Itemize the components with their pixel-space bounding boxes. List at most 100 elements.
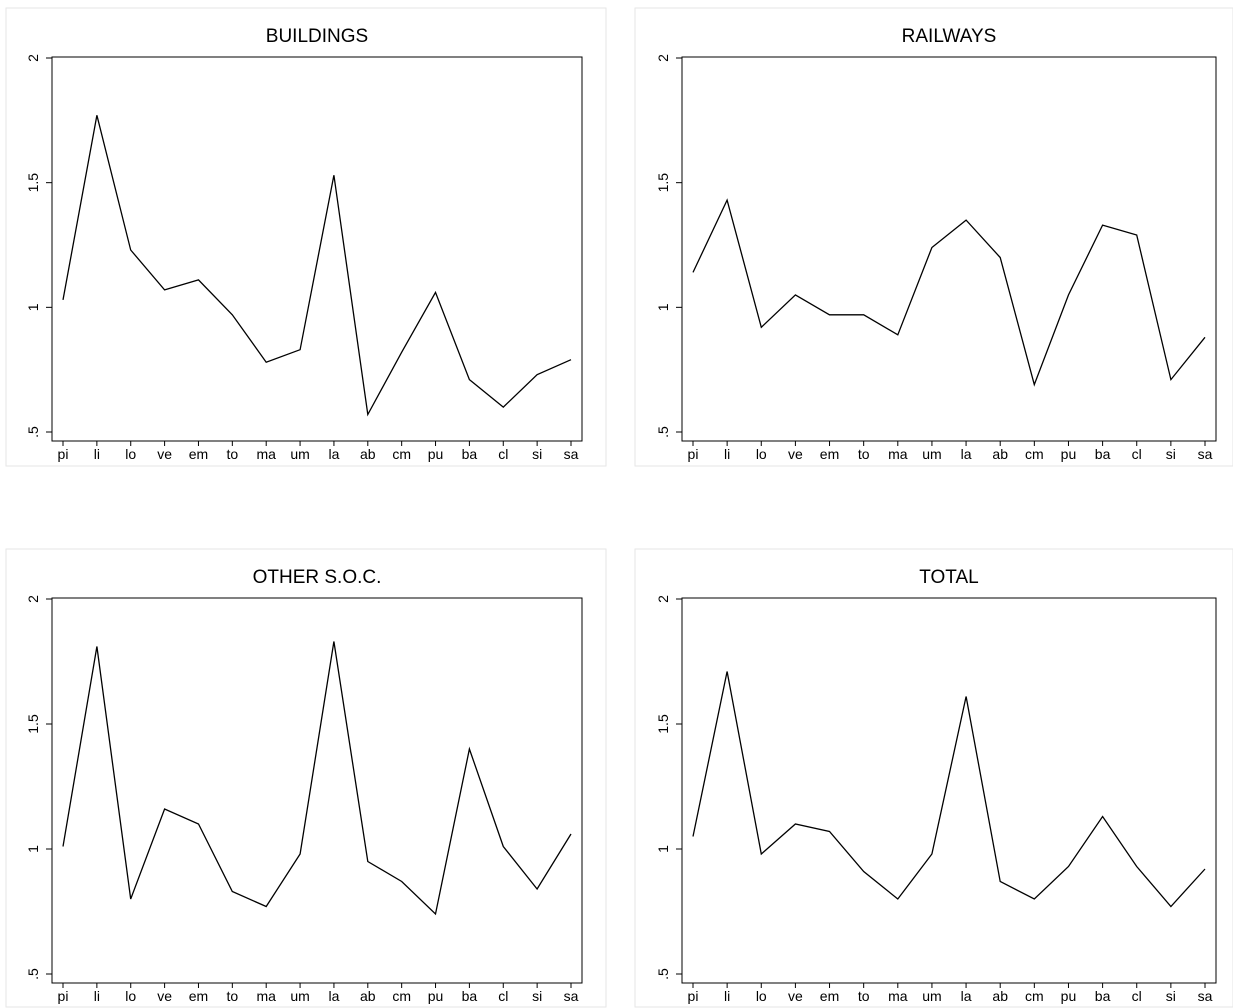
series-line (62, 115, 572, 417)
x-tick-label: pi (688, 446, 699, 462)
x-tick-label: ma (888, 988, 908, 1004)
x-tick-label: ab (360, 446, 376, 462)
chart-title: OTHER S.O.C. (253, 567, 382, 588)
x-tick-label: si (532, 988, 542, 1004)
x-tick-label: to (226, 988, 238, 1004)
x-tick-label: ma (256, 446, 276, 462)
x-tick-label: ba (1095, 446, 1111, 462)
x-tick-label: em (820, 988, 839, 1004)
chart-panel-1: BUILDINGS .5 1 1.5 2 pi li lo ve em to ma um la ab cm pu… (5, 7, 607, 467)
x-tick-label: pi (58, 988, 69, 1004)
x-tick-label: lo (125, 446, 136, 462)
x-tick-label: si (1166, 446, 1176, 462)
x-tick-label: pu (428, 988, 444, 1004)
x-tick-label: cl (1132, 988, 1142, 1004)
y-tick-label: 1.5 (655, 173, 671, 193)
y-tick-label: .5 (655, 968, 671, 980)
x-tick-label: ma (888, 446, 908, 462)
y-tick-label: 1.5 (25, 714, 41, 734)
x-tick-label: sa (1198, 446, 1213, 462)
x-tick-label: um (922, 446, 941, 462)
x-tick-label: cm (1025, 988, 1044, 1004)
x-tick-label: ab (360, 988, 376, 1004)
x-tick-label: sa (1198, 988, 1213, 1004)
x-tick-label: pu (1061, 446, 1077, 462)
x-tick-label: ve (788, 446, 803, 462)
series-line (62, 641, 572, 916)
x-tick-label: cm (392, 988, 411, 1004)
y-tick-label: 1 (25, 845, 41, 853)
x-tick-label: to (226, 446, 238, 462)
x-tick-label: pi (688, 988, 699, 1004)
x-tick-label: ve (157, 988, 172, 1004)
y-tick-label: 1 (25, 303, 41, 311)
plot-area (51, 597, 583, 984)
x-tick-label: em (189, 446, 208, 462)
series-line (692, 671, 1206, 908)
x-tick-label: em (820, 446, 839, 462)
y-tick-label: .5 (655, 426, 671, 438)
y-tick-label: 1 (655, 845, 671, 853)
x-tick-label: cl (1132, 446, 1142, 462)
y-tick-label: 1.5 (25, 173, 41, 193)
x-tick-label: lo (125, 988, 136, 1004)
x-tick-label: ab (992, 446, 1008, 462)
x-tick-label: lo (756, 446, 767, 462)
panel-frame (634, 7, 1233, 467)
chart-title: BUILDINGS (266, 26, 368, 47)
x-tick-label: sa (564, 446, 579, 462)
plot-area (51, 56, 583, 442)
x-tick-label: sa (564, 988, 579, 1004)
chart-title: RAILWAYS (902, 26, 997, 47)
x-tick-label: cl (498, 988, 508, 1004)
x-tick-label: ma (256, 988, 276, 1004)
y-tick-label: 1.5 (655, 714, 671, 734)
x-tick-label: la (328, 446, 339, 462)
plot-area (681, 56, 1217, 442)
x-tick-label: to (858, 446, 870, 462)
x-tick-label: la (961, 988, 972, 1004)
x-tick-label: ab (992, 988, 1008, 1004)
x-tick-label: to (858, 988, 870, 1004)
x-tick-label: um (922, 988, 941, 1004)
y-tick-label: 2 (25, 595, 41, 603)
y-tick-label: .5 (25, 968, 41, 980)
x-tick-label: ba (462, 988, 478, 1004)
x-tick-label: ba (1095, 988, 1111, 1004)
x-tick-label: si (1166, 988, 1176, 1004)
x-tick-label: pu (428, 446, 444, 462)
panel-frame (634, 548, 1233, 1008)
x-tick-label: pu (1061, 988, 1077, 1004)
x-tick-label: ve (157, 446, 172, 462)
x-tick-label: ba (462, 446, 478, 462)
series-line (692, 198, 1206, 387)
x-tick-label: si (532, 446, 542, 462)
panel-frame (5, 548, 607, 1008)
y-tick-label: 2 (655, 54, 671, 62)
x-tick-label: li (94, 988, 100, 1004)
x-tick-label: um (290, 988, 309, 1004)
x-tick-label: la (961, 446, 972, 462)
panel-frame (5, 7, 607, 467)
x-tick-label: li (724, 988, 730, 1004)
x-tick-label: lo (756, 988, 767, 1004)
chart-panel-2: RAILWAYS .5 1 1.5 2 pi li lo ve em to ma um la ab cm pu b… (634, 7, 1233, 467)
x-tick-label: em (189, 988, 208, 1004)
y-tick-label: .5 (25, 426, 41, 438)
x-tick-label: pi (58, 446, 69, 462)
x-tick-label: ve (788, 988, 803, 1004)
x-tick-label: cm (392, 446, 411, 462)
chart-panel-4: TOTAL .5 1 1.5 2 pi li lo ve em to ma um la ab cm pu ba cl… (634, 548, 1233, 1008)
x-tick-label: li (724, 446, 730, 462)
x-tick-label: li (94, 446, 100, 462)
y-tick-label: 2 (655, 595, 671, 603)
plot-area (681, 597, 1217, 984)
x-tick-label: cm (1025, 446, 1044, 462)
chart-title: TOTAL (919, 567, 978, 588)
y-tick-label: 1 (655, 303, 671, 311)
x-tick-label: um (290, 446, 309, 462)
x-tick-label: cl (498, 446, 508, 462)
y-tick-label: 2 (25, 54, 41, 62)
